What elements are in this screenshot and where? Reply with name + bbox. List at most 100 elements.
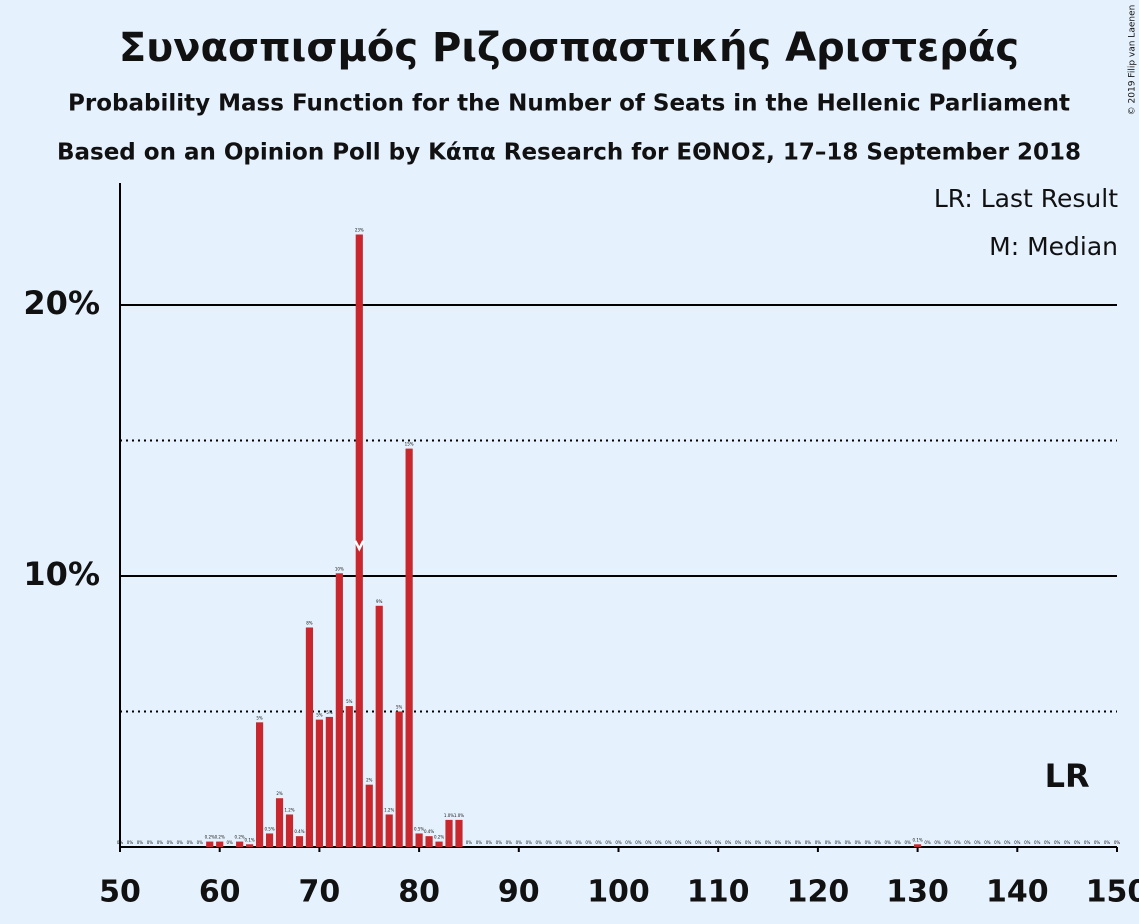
value-label: 0% — [1064, 840, 1071, 845]
value-label: 0.5% — [264, 826, 274, 831]
value-label: 0% — [984, 840, 991, 845]
value-label: 0% — [785, 840, 792, 845]
bar — [455, 819, 463, 847]
value-label: 0.1% — [245, 837, 255, 842]
value-label: 0% — [486, 840, 493, 845]
value-label: 0% — [735, 840, 742, 845]
value-label: 0% — [1094, 840, 1101, 845]
value-label: 0% — [835, 840, 842, 845]
last-result-label: LR — [1045, 757, 1090, 795]
x-tick-label: 60 — [199, 875, 241, 910]
value-label: 0% — [675, 840, 682, 845]
value-label: 0% — [755, 840, 762, 845]
x-tick-label: 140 — [986, 875, 1049, 910]
bar — [236, 841, 244, 847]
bar — [395, 711, 403, 847]
x-tick-label: 70 — [299, 875, 341, 910]
bar — [335, 573, 343, 847]
value-label: 0% — [147, 840, 154, 845]
value-label: 15% — [405, 442, 414, 447]
value-label: 0% — [665, 840, 672, 845]
value-label: 0% — [565, 840, 572, 845]
value-label: 0% — [904, 840, 911, 845]
value-label: 0% — [526, 840, 533, 845]
value-label: 0% — [845, 840, 852, 845]
value-label: 0% — [1024, 840, 1031, 845]
value-label: 5% — [326, 710, 333, 715]
value-label: 0% — [556, 840, 563, 845]
bar — [206, 841, 214, 847]
value-label: 0% — [715, 840, 722, 845]
x-tick-label: 100 — [587, 875, 650, 910]
value-label: 0% — [645, 840, 652, 845]
chart-subtitle: Based on an Opinion Poll by Κάπα Researc… — [57, 140, 1081, 166]
median-marker — [354, 540, 365, 552]
bar — [285, 814, 294, 847]
value-label: 0% — [1074, 840, 1081, 845]
value-label: 0% — [197, 840, 204, 845]
value-label: 2% — [276, 791, 283, 796]
value-label: 0% — [885, 840, 892, 845]
value-label: 0% — [117, 840, 124, 845]
value-label: 0% — [865, 840, 872, 845]
value-label: 9% — [376, 599, 383, 604]
bar — [405, 448, 413, 847]
bar — [325, 716, 333, 847]
value-label: 0% — [795, 840, 802, 845]
value-label: 1.2% — [384, 807, 394, 812]
bar — [355, 234, 363, 847]
legend-entry: LR: Last Result — [934, 184, 1118, 213]
chart-title: Συνασπισμός Ριζοσπαστικής Αριστεράς — [119, 25, 1019, 71]
value-label: 0% — [745, 840, 752, 845]
value-label: 0% — [585, 840, 592, 845]
value-label: 0% — [1034, 840, 1041, 845]
bar — [315, 719, 323, 847]
x-tick-label: 110 — [687, 875, 750, 910]
value-label: 0% — [725, 840, 732, 845]
bar — [246, 844, 254, 847]
value-label: 0% — [187, 840, 194, 845]
value-label: 0% — [1004, 840, 1011, 845]
value-label: 0% — [934, 840, 941, 845]
value-label: 0% — [595, 840, 602, 845]
value-label: 0% — [894, 840, 901, 845]
value-label: 0% — [177, 840, 184, 845]
value-label: 0% — [466, 840, 473, 845]
bar — [345, 706, 353, 847]
value-label: 1.2% — [284, 807, 294, 812]
bar — [385, 814, 393, 847]
bar — [365, 784, 373, 847]
value-label: 0% — [875, 840, 882, 845]
y-tick-label: 20% — [23, 284, 100, 322]
value-label: 1.0% — [454, 813, 464, 818]
value-label: 0% — [805, 840, 812, 845]
chart-subtitle: Probability Mass Function for the Number… — [68, 91, 1070, 117]
value-label: 0% — [924, 840, 931, 845]
value-label: 0% — [855, 840, 862, 845]
value-label: 0% — [765, 840, 772, 845]
value-label: 0% — [954, 840, 961, 845]
value-label: 0% — [1084, 840, 1091, 845]
bar — [216, 841, 224, 847]
value-label: 0.5% — [414, 826, 424, 831]
value-label: 0% — [157, 840, 164, 845]
value-label: 0% — [635, 840, 642, 845]
value-label: 23% — [355, 227, 364, 232]
value-label: 0% — [695, 840, 702, 845]
value-label: 2% — [366, 778, 373, 783]
x-tick-label: 130 — [886, 875, 949, 910]
value-label: 0.4% — [424, 829, 434, 834]
value-label: 5% — [346, 699, 353, 704]
value-label: 1.0% — [444, 813, 454, 818]
value-label: 0.2% — [215, 835, 225, 840]
value-label: 0% — [815, 840, 822, 845]
value-label: 0% — [167, 840, 174, 845]
value-label: 0% — [974, 840, 981, 845]
value-label: 0% — [615, 840, 622, 845]
x-tick-label: 80 — [398, 875, 440, 910]
value-label: 8% — [306, 620, 313, 625]
value-label: 0% — [825, 840, 832, 845]
bar — [435, 841, 443, 847]
x-tick-label: 90 — [498, 875, 540, 910]
